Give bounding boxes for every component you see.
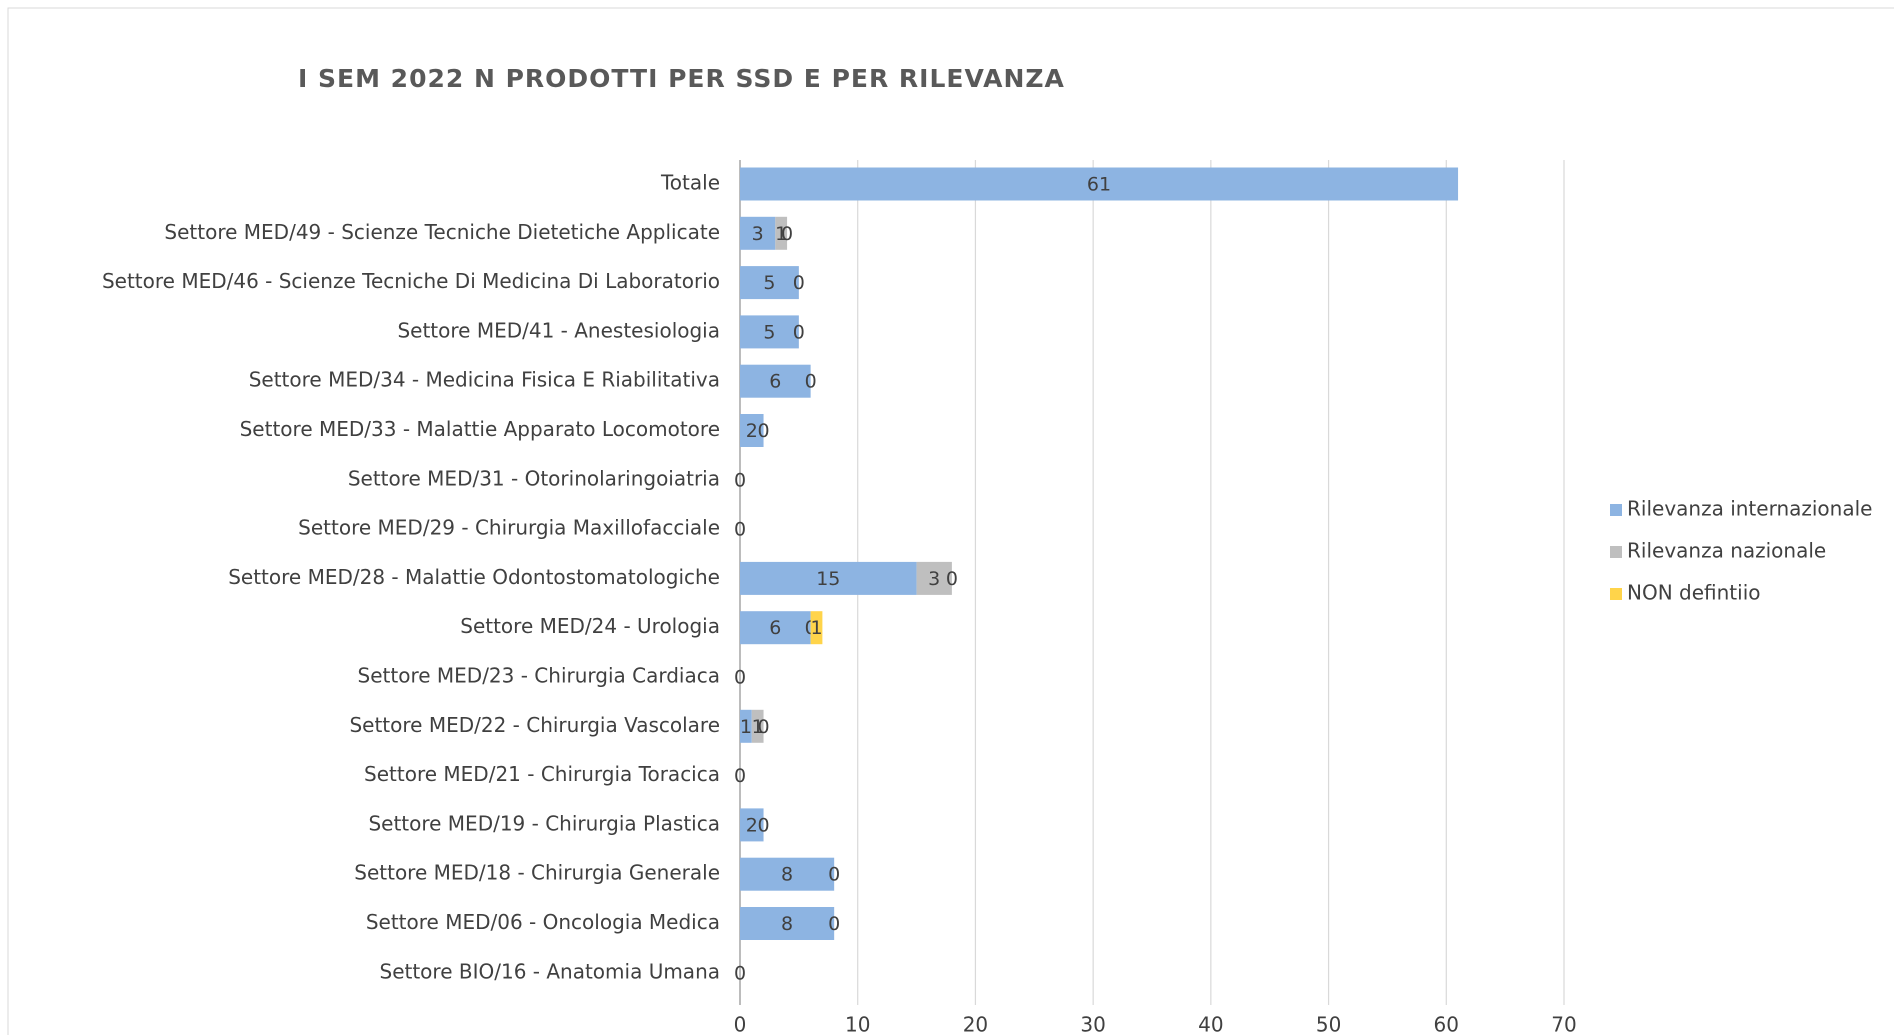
data-label: 0: [757, 716, 769, 738]
x-tick-label: 50: [1316, 1013, 1341, 1035]
y-tick-label: Totale: [660, 171, 720, 195]
y-tick-label: Settore MED/28 - Malattie Odontostomatol…: [228, 565, 720, 589]
data-label: 0: [828, 913, 840, 935]
data-label: 0: [828, 864, 840, 886]
legend-label: Rilevanza internazionale: [1627, 497, 1872, 521]
y-tick-label: Settore MED/23 - Chirurgia Cardiaca: [358, 664, 720, 688]
data-label: 5: [763, 321, 775, 343]
data-label: 0: [734, 765, 746, 787]
data-label: 0: [793, 272, 805, 294]
data-label: 61: [1087, 174, 1111, 196]
y-tick-label: Settore MED/33 - Malattie Apparato Locom…: [240, 417, 720, 441]
legend-swatch: [1610, 588, 1622, 600]
legend-swatch: [1610, 504, 1622, 516]
bar-segment: [740, 414, 764, 447]
y-tick-label: Settore MED/21 - Chirurgia Toracica: [364, 762, 720, 786]
bar-segment: [810, 611, 823, 645]
y-tick-label: Settore MED/49 - Scienze Tecniche Dietet…: [164, 220, 720, 244]
bar-segment: [740, 216, 776, 250]
x-tick-label: 60: [1434, 1013, 1459, 1035]
y-tick-label: Settore BIO/16 - Anatomia Umana: [380, 959, 721, 983]
data-label: 2: [746, 420, 758, 442]
data-label: 1: [740, 716, 752, 738]
bar-segment: [751, 709, 764, 743]
data-label: 8: [781, 864, 793, 886]
x-tick-label: 10: [845, 1013, 870, 1035]
y-tick-label: Settore MED/31 - Otorinolaringoiatria: [348, 466, 720, 490]
bar-segment: [740, 364, 811, 398]
data-label: 0: [946, 568, 958, 590]
data-label: 0: [734, 519, 746, 541]
data-label: 1: [752, 716, 764, 738]
x-tick-label: 20: [963, 1013, 988, 1035]
x-tick-label: 70: [1551, 1013, 1576, 1035]
data-label: 2: [746, 814, 758, 836]
chart-title: I SEM 2022 N PRODOTTI PER SSD E PER RILE…: [298, 64, 1065, 93]
bar-segment: [740, 808, 764, 842]
legend-swatch: [1610, 546, 1622, 558]
y-tick-label: Settore MED/41 - Anestesiologia: [397, 318, 720, 342]
chart-frame: [7, 7, 1894, 1035]
data-label: 3: [928, 568, 940, 590]
y-tick-label: Settore MED/24 - Urologia: [460, 614, 720, 638]
y-tick-label: Settore MED/46 - Scienze Tecniche Di Med…: [102, 269, 720, 293]
bar-segment: [740, 266, 799, 300]
data-label: 6: [769, 371, 781, 393]
y-tick-label: Settore MED/34 - Medicina Fisica E Riabi…: [249, 368, 720, 392]
y-tick-label: Settore MED/29 - Chirurgia Maxillofaccia…: [298, 516, 720, 540]
bar-segment: [740, 611, 811, 645]
x-tick-label: 40: [1198, 1013, 1223, 1035]
data-label: 0: [734, 962, 746, 984]
data-label: 5: [763, 272, 775, 294]
bar-segment: [740, 167, 1459, 201]
data-label: 15: [816, 568, 840, 590]
x-tick-label: 0: [734, 1013, 747, 1035]
data-label: 0: [757, 420, 769, 442]
data-label: 6: [769, 617, 781, 639]
bar-segment: [740, 315, 799, 349]
data-label: 3: [752, 223, 764, 245]
data-label: 0: [805, 371, 817, 393]
data-label: 0: [734, 469, 746, 491]
y-tick-label: Settore MED/06 - Oncologia Medica: [366, 910, 720, 934]
data-label: 0: [734, 667, 746, 689]
bar-segment: [740, 561, 917, 595]
bar-segment: [916, 561, 952, 595]
legend-label: Rilevanza nazionale: [1627, 539, 1826, 563]
y-tick-label: Settore MED/22 - Chirurgia Vascolare: [349, 713, 720, 737]
data-label: 8: [781, 913, 793, 935]
legend-label: NON defintiio: [1627, 581, 1761, 605]
x-tick-label: 30: [1080, 1013, 1105, 1035]
bar-segment: [740, 709, 752, 743]
bar-segment: [740, 857, 835, 891]
data-label: 1: [810, 617, 822, 639]
bar-segment: [740, 907, 835, 940]
data-label: 0: [793, 321, 805, 343]
y-tick-label: Settore MED/19 - Chirurgia Plastica: [368, 811, 720, 835]
y-tick-label: Settore MED/18 - Chirurgia Generale: [354, 861, 720, 885]
data-label: 0: [781, 223, 793, 245]
bar-segment: [775, 216, 788, 250]
data-label: 1: [775, 223, 787, 245]
data-label: 0: [757, 814, 769, 836]
